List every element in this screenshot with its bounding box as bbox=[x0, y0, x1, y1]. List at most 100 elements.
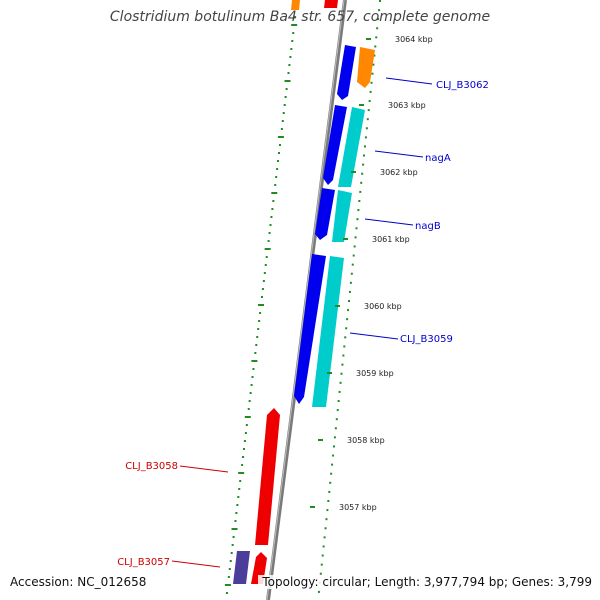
gc-dot bbox=[235, 512, 238, 514]
gene-label-clj-b3062[interactable]: CLJ_B3062 bbox=[436, 80, 489, 91]
gc-dot bbox=[263, 272, 266, 274]
genes bbox=[233, 0, 375, 584]
gc-dot bbox=[347, 309, 350, 312]
gc-dot bbox=[339, 381, 342, 384]
gc-dot bbox=[351, 263, 354, 266]
gene-blue-naga[interactable] bbox=[323, 105, 347, 185]
gc-dot bbox=[327, 500, 330, 502]
gc-dot bbox=[330, 472, 333, 475]
gene-cyan-nagb[interactable] bbox=[332, 190, 352, 242]
gc-dot bbox=[331, 463, 334, 466]
gc-dot bbox=[353, 245, 356, 248]
gc-dot bbox=[323, 536, 326, 539]
gene-labels: CLJ_B3062 nagA nagB CLJ_B3059 CLJ_B3058 … bbox=[117, 80, 489, 568]
gc-dot bbox=[251, 360, 258, 362]
gc-dot bbox=[372, 63, 375, 66]
gene-label-clj-b3058[interactable]: CLJ_B3058 bbox=[125, 461, 178, 472]
gc-dot bbox=[373, 54, 376, 57]
gc-dot bbox=[270, 216, 273, 218]
gc-dot bbox=[334, 427, 337, 430]
gc-dot bbox=[333, 436, 336, 439]
gc-dot bbox=[291, 24, 298, 26]
tick-label: 3064 kbp bbox=[395, 35, 433, 44]
gc-dot bbox=[364, 136, 367, 139]
gene-blue-3059[interactable] bbox=[294, 254, 326, 404]
gene-blue-nagb[interactable] bbox=[315, 188, 335, 240]
gc-dot bbox=[234, 520, 237, 522]
gc-dot bbox=[360, 181, 363, 184]
gc-dot bbox=[242, 456, 245, 458]
gene-orange-3062[interactable] bbox=[357, 47, 375, 88]
gc-dot bbox=[274, 184, 277, 186]
gc-dot bbox=[250, 384, 253, 386]
gc-dot bbox=[264, 248, 271, 250]
gc-dot bbox=[275, 176, 278, 178]
gene-label-nagb[interactable]: nagB bbox=[415, 221, 441, 232]
gc-dot bbox=[350, 272, 353, 275]
accession-label: Accession: NC_012658 bbox=[10, 575, 147, 589]
gc-dot bbox=[375, 36, 378, 39]
gene-label-clj-b3059[interactable]: CLJ_B3059 bbox=[400, 334, 453, 345]
gc-dot bbox=[328, 490, 331, 493]
gc-dot bbox=[363, 154, 366, 157]
gc-track-left bbox=[224, 0, 298, 594]
gene-cyan-3059[interactable] bbox=[312, 256, 344, 407]
gc-dot bbox=[346, 318, 349, 321]
gene-blue-3062[interactable] bbox=[337, 45, 356, 100]
gc-dot bbox=[348, 300, 350, 302]
gc-dot bbox=[329, 481, 332, 484]
gc-dot bbox=[285, 88, 288, 90]
gc-dot bbox=[335, 418, 338, 421]
gc-dot bbox=[257, 328, 260, 330]
gc-dot bbox=[294, 16, 297, 18]
gc-dot bbox=[261, 288, 264, 290]
gc-dot bbox=[338, 390, 341, 393]
gene-label-leaders bbox=[171, 77, 433, 568]
gc-dot bbox=[332, 454, 335, 457]
gc-dot bbox=[259, 312, 262, 314]
gc-dot bbox=[280, 128, 283, 130]
gc-dot bbox=[232, 536, 235, 538]
gc-dot bbox=[239, 480, 242, 482]
gc-dot bbox=[317, 590, 320, 593]
gc-dot bbox=[342, 354, 345, 357]
gc-dot bbox=[267, 240, 270, 242]
gc-dot bbox=[236, 504, 239, 506]
gene-top-red[interactable] bbox=[324, 0, 338, 8]
gc-dot bbox=[340, 372, 343, 375]
gc-dot bbox=[228, 568, 231, 570]
gc-dot bbox=[366, 118, 369, 121]
gc-dot bbox=[319, 572, 322, 575]
gc-dot bbox=[352, 254, 355, 257]
gc-dot bbox=[367, 109, 370, 112]
gene-cyan-naga[interactable] bbox=[338, 107, 365, 187]
gc-dot bbox=[229, 560, 232, 562]
gene-label-clj-b3057[interactable]: CLJ_B3057 bbox=[117, 557, 170, 568]
gc-dot bbox=[282, 112, 285, 114]
gc-dot bbox=[349, 281, 352, 284]
gc-dot bbox=[287, 72, 290, 74]
gene-top-orange[interactable] bbox=[291, 0, 300, 10]
gc-dot bbox=[268, 232, 271, 234]
gc-dot bbox=[368, 100, 371, 102]
genome-backbone-highlight bbox=[266, 0, 345, 600]
gc-dot bbox=[325, 518, 328, 521]
gc-dot bbox=[326, 509, 329, 512]
gc-dot bbox=[355, 227, 358, 230]
gc-dot bbox=[356, 218, 359, 221]
gc-dot bbox=[359, 190, 362, 193]
gc-dot bbox=[377, 18, 380, 21]
gene-label-naga[interactable]: nagA bbox=[425, 153, 451, 164]
gc-dot bbox=[237, 496, 240, 498]
gc-dot bbox=[291, 40, 294, 42]
gc-dot bbox=[238, 488, 241, 490]
gc-dot bbox=[320, 563, 323, 566]
gc-dot bbox=[289, 56, 292, 58]
gene-red-3058[interactable] bbox=[255, 408, 280, 545]
gene-purple-3057[interactable] bbox=[233, 551, 250, 584]
gc-dot bbox=[292, 32, 295, 34]
gc-dot bbox=[258, 304, 265, 306]
gc-dot bbox=[358, 200, 361, 202]
gc-dot bbox=[336, 409, 339, 412]
gc-track-right bbox=[317, 0, 381, 593]
